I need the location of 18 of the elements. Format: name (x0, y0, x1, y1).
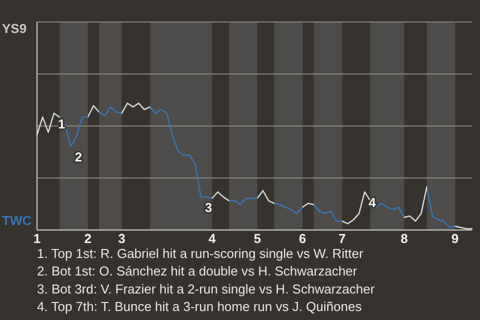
text: 2. Bot 1st: O. Sánchez hit a double vs H. Schwarzacher (37, 264, 358, 279)
x-tick-label: 7 (338, 231, 346, 246)
text: 4. Top 7th: T. Bunce hit a 3-run home run vs J. Quiñones (37, 299, 362, 314)
text: YS9 (2, 21, 27, 36)
x-tick-label: 4 (208, 231, 217, 246)
x-tick-label: 3 (118, 231, 126, 246)
annotation: 1 (58, 116, 66, 132)
x-tick-label: 9 (451, 231, 459, 246)
x-tick-label: 8 (400, 231, 408, 246)
annotation: 3 (204, 200, 212, 216)
text: TWC (2, 213, 32, 228)
text: 3. Bot 3rd: V. Frazier hit a 2-run single vs H. Schwarzacher (37, 281, 376, 296)
x-tick-label: 5 (254, 231, 261, 246)
x-tick-label: 6 (298, 231, 306, 246)
x-tick-label: 2 (84, 231, 92, 246)
x-tick-label: 1 (33, 231, 41, 246)
text: 1. Top 1st: R. Gabriel hit a run-scoring single vs W. Ritter (37, 246, 364, 261)
annotation: 2 (74, 149, 82, 164)
